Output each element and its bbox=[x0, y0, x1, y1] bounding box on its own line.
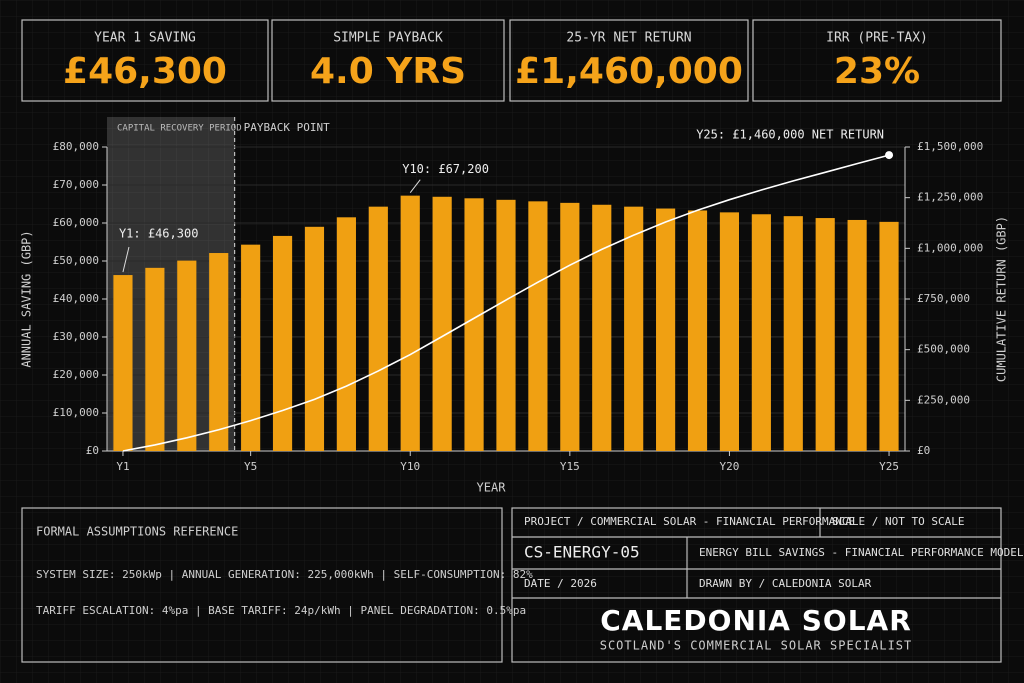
bar bbox=[879, 221, 899, 451]
y-tick-label: £20,000 bbox=[53, 368, 99, 381]
bar bbox=[528, 201, 548, 451]
bar bbox=[241, 244, 261, 451]
drawn-by: DRAWN BY / CALEDONIA SOLAR bbox=[699, 577, 872, 590]
bar bbox=[751, 214, 771, 451]
region-label: CAPITAL RECOVERY PERIOD bbox=[117, 124, 242, 134]
x-tick-label: Y20 bbox=[720, 460, 740, 473]
bar bbox=[592, 204, 612, 451]
leader bbox=[122, 246, 130, 273]
y-tick-label: £70,000 bbox=[53, 178, 99, 191]
project: PROJECT / COMMERCIAL SOLAR - FINANCIAL P… bbox=[524, 515, 855, 528]
x-tick-label: Y5 bbox=[244, 460, 257, 473]
y2-axis-title: CUMULATIVE RETURN (GBP) bbox=[995, 216, 1009, 382]
scale: SCALE / NOT TO SCALE bbox=[832, 515, 964, 528]
annotation: Y25: £1,460,000 NET RETURN bbox=[696, 128, 884, 142]
y2-tick-label: £1,250,000 bbox=[917, 191, 983, 204]
model: ENERGY BILL SAVINGS - FINANCIAL PERFORMA… bbox=[699, 546, 1024, 559]
x-tick-label: Y15 bbox=[560, 460, 580, 473]
bar bbox=[496, 199, 516, 451]
bar bbox=[656, 208, 676, 451]
assumptions-title: FORMAL ASSUMPTIONS REFERENCE bbox=[36, 525, 238, 539]
bar bbox=[783, 216, 803, 451]
assumption-line: SYSTEM SIZE: 250kWp | ANNUAL GENERATION:… bbox=[36, 568, 533, 581]
chart: CAPITAL RECOVERY PERIOD PAYBACK POINT £0 £1… bbox=[20, 117, 1009, 495]
y-tick-label: £10,000 bbox=[53, 406, 99, 419]
bar bbox=[847, 219, 867, 451]
bar bbox=[336, 217, 356, 451]
bar bbox=[145, 267, 165, 451]
x-tick-label: Y25 bbox=[879, 460, 899, 473]
assumption-line: TARIFF ESCALATION: 4%pa | BASE TARIFF: 2… bbox=[36, 604, 526, 617]
kpi-box bbox=[21, 19, 269, 102]
y2-tick-label: £250,000 bbox=[917, 393, 970, 406]
x-axis-title: YEAR bbox=[477, 481, 507, 495]
bar bbox=[272, 235, 293, 451]
kpi-value: 23% bbox=[834, 51, 920, 92]
bar bbox=[624, 206, 644, 451]
y2-tick-label: £1,000,000 bbox=[917, 241, 983, 254]
kpi-value: 4.0 YRS bbox=[310, 51, 466, 92]
bar bbox=[368, 206, 388, 451]
y-axis-title: ANNUAL SAVING (GBP) bbox=[20, 230, 34, 367]
y2-tick-label: £1,500,000 bbox=[917, 140, 983, 153]
y-tick-label: £60,000 bbox=[53, 216, 99, 229]
cumulative-line bbox=[122, 154, 890, 452]
date: DATE / 2026 bbox=[524, 577, 597, 590]
y-tick-label: £80,000 bbox=[53, 140, 99, 153]
leader bbox=[409, 179, 421, 193]
bar bbox=[177, 260, 197, 451]
bar bbox=[304, 226, 325, 451]
annotation: Y1: £46,300 bbox=[119, 227, 198, 241]
y-tick-label: £0 bbox=[86, 444, 99, 457]
y-tick-label: £30,000 bbox=[53, 330, 99, 343]
bar bbox=[464, 198, 484, 451]
y-tick-label: £40,000 bbox=[53, 292, 99, 305]
y-tick-label: £50,000 bbox=[53, 254, 99, 267]
kpi-box bbox=[509, 19, 749, 102]
tagline: SCOTLAND'S COMMERCIAL SOLAR SPECIALIST bbox=[600, 639, 913, 653]
annotation: Y10: £67,200 bbox=[402, 162, 489, 176]
kpi-label: YEAR 1 SAVING bbox=[94, 31, 196, 46]
kpi-box bbox=[752, 19, 1002, 102]
bar bbox=[719, 212, 740, 451]
x-tick-label: Y1 bbox=[116, 460, 129, 473]
bar bbox=[209, 253, 229, 451]
end-point bbox=[885, 151, 894, 160]
bar bbox=[687, 210, 708, 451]
y2-tick-label: £0 bbox=[917, 444, 930, 457]
bar bbox=[113, 275, 133, 451]
bar bbox=[432, 196, 452, 451]
drawing-code: CS-ENERGY-05 bbox=[524, 543, 640, 562]
region-label: PAYBACK POINT bbox=[244, 121, 330, 134]
kpi-box bbox=[271, 19, 505, 102]
kpi-label: SIMPLE PAYBACK bbox=[333, 31, 443, 46]
kpi-value: £46,300 bbox=[63, 51, 227, 92]
kpi-label: 25-YR NET RETURN bbox=[566, 31, 691, 46]
y2-tick-label: £500,000 bbox=[917, 343, 970, 356]
title-block bbox=[511, 507, 1002, 663]
bar bbox=[815, 218, 835, 451]
x-tick-label: Y10 bbox=[400, 460, 420, 473]
kpi-label: IRR (PRE-TAX) bbox=[826, 31, 928, 46]
bar bbox=[400, 195, 420, 451]
kpi-value: £1,460,000 bbox=[515, 51, 743, 92]
bar bbox=[560, 202, 580, 451]
y2-tick-label: £750,000 bbox=[917, 292, 970, 305]
company: CALEDONIA SOLAR bbox=[600, 604, 912, 637]
assumptions-box bbox=[21, 507, 503, 663]
kpi-row: YEAR 1 SAVING £46,300 SIMPLE PAYBACK 4.0 YR… bbox=[21, 19, 1002, 102]
